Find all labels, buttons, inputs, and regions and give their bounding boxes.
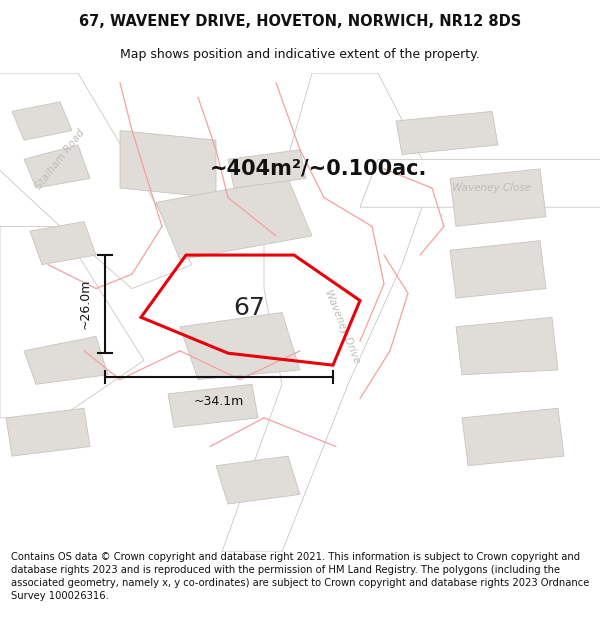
Text: ~404m²/~0.100ac.: ~404m²/~0.100ac. (210, 159, 427, 179)
Polygon shape (0, 73, 192, 289)
Text: ~34.1m: ~34.1m (194, 396, 244, 408)
Text: Waveney Drive: Waveney Drive (323, 289, 361, 365)
Polygon shape (120, 131, 216, 198)
Polygon shape (24, 336, 108, 384)
Text: ~26.0m: ~26.0m (79, 279, 92, 329)
Polygon shape (6, 408, 90, 456)
Polygon shape (180, 312, 300, 379)
Polygon shape (456, 318, 558, 375)
Text: Map shows position and indicative extent of the property.: Map shows position and indicative extent… (120, 48, 480, 61)
Text: Contains OS data © Crown copyright and database right 2021. This information is : Contains OS data © Crown copyright and d… (11, 552, 589, 601)
Text: 67, WAVENEY DRIVE, HOVETON, NORWICH, NR12 8DS: 67, WAVENEY DRIVE, HOVETON, NORWICH, NR1… (79, 14, 521, 29)
Polygon shape (30, 221, 96, 264)
Text: Stalham Road: Stalham Road (34, 127, 86, 191)
Polygon shape (156, 179, 312, 260)
Polygon shape (228, 150, 306, 188)
Polygon shape (462, 408, 564, 466)
Text: 67: 67 (233, 296, 265, 320)
Polygon shape (450, 241, 546, 298)
Polygon shape (24, 145, 90, 188)
Polygon shape (450, 169, 546, 226)
Polygon shape (222, 73, 432, 552)
Text: Waveney Close: Waveney Close (452, 183, 532, 193)
Polygon shape (0, 226, 144, 418)
Polygon shape (168, 384, 258, 428)
Polygon shape (396, 111, 498, 154)
Polygon shape (216, 456, 300, 504)
Polygon shape (12, 102, 72, 140)
Polygon shape (360, 159, 600, 207)
